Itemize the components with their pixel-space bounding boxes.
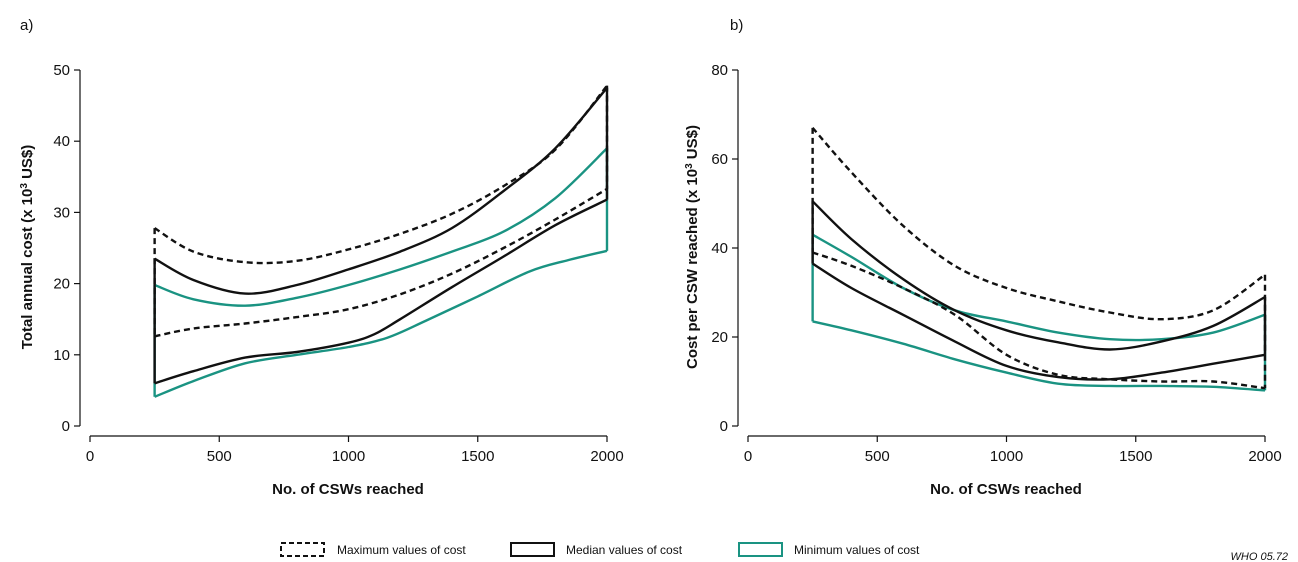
y-tick-label-0: 0 bbox=[720, 418, 728, 435]
y-axis-title-a-sup: 3 bbox=[19, 183, 30, 189]
panel-label-b: b) bbox=[730, 17, 743, 34]
x-tick-label-1500: 1500 bbox=[461, 448, 494, 465]
series-minimum-upper-line bbox=[154, 147, 608, 307]
y-tick-label-0: 0 bbox=[62, 418, 70, 435]
y-axis-title-b: Cost per CSW reached (x 103 US$) bbox=[684, 125, 702, 369]
legend-item-maximum: Maximum values of cost bbox=[280, 542, 466, 557]
y-axis-title-b-end: US$) bbox=[684, 125, 701, 163]
series-minimum-lower-line bbox=[812, 320, 1266, 392]
series-minimum-lower-line bbox=[154, 249, 608, 398]
y-tick-label-50: 50 bbox=[53, 62, 70, 79]
y-tick-label-40: 40 bbox=[53, 133, 70, 150]
x-tick-label-500: 500 bbox=[207, 448, 232, 465]
legend-label-maximum: Maximum values of cost bbox=[337, 543, 466, 557]
chart-panel-a: a) 0 500 1000 1500 2000 0 10 20 30 40 50 No. of CS… bbox=[19, 17, 624, 498]
series-maximum-upper-line bbox=[811, 127, 1266, 321]
x-tick-label-1500: 1500 bbox=[1119, 448, 1152, 465]
x-tick-label-0: 0 bbox=[744, 448, 752, 465]
series-minimum-upper-line bbox=[812, 233, 1266, 342]
y-tick-label-20: 20 bbox=[53, 276, 70, 293]
y-tick-label-40: 40 bbox=[711, 240, 728, 257]
series-maximum-lower-line bbox=[812, 251, 1266, 390]
legend-swatch-minimum bbox=[738, 542, 783, 557]
y-tick-label-60: 60 bbox=[711, 151, 728, 168]
y-tick-label-80: 80 bbox=[711, 62, 728, 79]
y-tick-label-30: 30 bbox=[53, 204, 70, 221]
legend: Maximum values of cost Median values of … bbox=[280, 542, 920, 557]
y-axis-title-a-main: Total annual cost (x 10 bbox=[19, 189, 36, 350]
series-median-lower-line bbox=[154, 198, 608, 385]
series-median-lower-line bbox=[811, 262, 1266, 381]
legend-label-minimum: Minimum values of cost bbox=[794, 543, 920, 557]
x-tick-label-2000: 2000 bbox=[1248, 448, 1281, 465]
y-axis-title-b-sup: 3 bbox=[684, 163, 695, 169]
plot-area-b: 0 500 1000 1500 2000 0 20 40 60 80 bbox=[711, 62, 1281, 465]
series-median-upper-line bbox=[154, 87, 608, 295]
legend-item-minimum: Minimum values of cost bbox=[738, 542, 920, 557]
x-tick-label-2000: 2000 bbox=[590, 448, 623, 465]
series-median-upper-line bbox=[811, 200, 1266, 351]
panel-label-a: a) bbox=[20, 17, 33, 34]
figure-credit: WHO 05.72 bbox=[1231, 551, 1288, 562]
series-maximum-lower-line bbox=[154, 187, 608, 338]
x-tick-label-1000: 1000 bbox=[332, 448, 365, 465]
y-axis-title-a: Total annual cost (x 103 US$) bbox=[19, 145, 37, 350]
legend-item-median: Median values of cost bbox=[510, 542, 683, 557]
x-axis-title-a: No. of CSWs reached bbox=[272, 481, 424, 498]
x-axis-title-b: No. of CSWs reached bbox=[930, 481, 1082, 498]
y-tick-label-20: 20 bbox=[711, 329, 728, 346]
series-maximum-upper-line bbox=[153, 84, 608, 265]
x-tick-label-0: 0 bbox=[86, 448, 94, 465]
x-tick-label-500: 500 bbox=[865, 448, 890, 465]
x-tick-label-1000: 1000 bbox=[990, 448, 1023, 465]
y-axis-title-b-main: Cost per CSW reached (x 10 bbox=[684, 169, 701, 369]
y-axis-title-a-end: US$) bbox=[19, 145, 36, 183]
plot-area-a: 0 500 1000 1500 2000 0 10 20 30 40 50 bbox=[53, 62, 623, 465]
chart-panel-b: b) 0 500 1000 1500 2000 0 20 40 60 80 No. of CSWs… bbox=[684, 17, 1282, 498]
legend-swatch-maximum bbox=[280, 542, 325, 557]
legend-label-median: Median values of cost bbox=[566, 543, 683, 557]
legend-swatch-median bbox=[510, 542, 555, 557]
y-tick-label-10: 10 bbox=[53, 347, 70, 364]
